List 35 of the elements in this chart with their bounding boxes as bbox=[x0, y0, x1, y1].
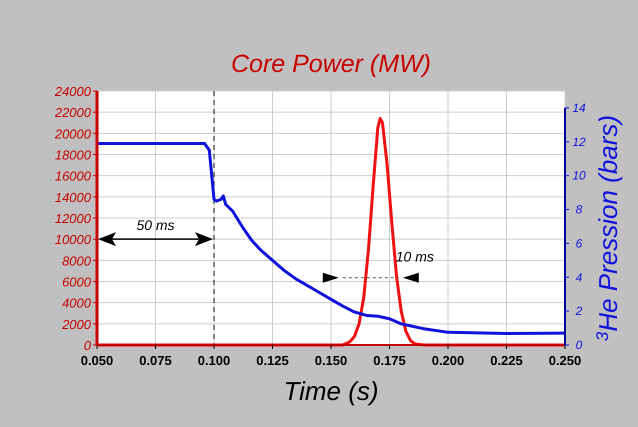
x-tick-label: 0.100 bbox=[198, 353, 230, 368]
annotation: 50 ms bbox=[136, 217, 175, 234]
y-tick-label: 16000 bbox=[54, 168, 92, 184]
x-tick-label: 0.050 bbox=[80, 353, 114, 368]
y-tick-label: 22000 bbox=[54, 105, 92, 120]
x-tick-label: 0.125 bbox=[256, 353, 289, 368]
y2-tick-label: 6 bbox=[576, 236, 583, 250]
y2-tick-label: 10 bbox=[572, 168, 586, 183]
y2-tick-label: 0 bbox=[576, 338, 583, 352]
y2-tick-label: 2 bbox=[574, 304, 583, 318]
y-tick-label: 2000 bbox=[61, 316, 92, 332]
y-tick-label: 24000 bbox=[54, 84, 92, 99]
y-tick-label: 4000 bbox=[62, 296, 92, 311]
x-tick-label: 0.175 bbox=[373, 353, 406, 368]
x-axis-title: Time (s) bbox=[283, 376, 379, 406]
y-tick-label: 18000 bbox=[54, 148, 92, 162]
x-tick-label: 0.075 bbox=[139, 353, 172, 368]
chart-title: Core Power (MW) bbox=[230, 50, 432, 78]
y2-tick-label: 4 bbox=[576, 270, 583, 284]
line-series bbox=[96, 142, 566, 335]
y-tick-label: 0 bbox=[84, 338, 92, 353]
y-tick-label: 20000 bbox=[54, 126, 92, 142]
y-tick-label: 14000 bbox=[54, 190, 92, 205]
y2-tick-label: 12 bbox=[572, 134, 586, 149]
y2-tick-label: 14 bbox=[572, 100, 586, 115]
annotation: 10 ms bbox=[396, 248, 434, 265]
x-tick-label: 0.200 bbox=[432, 353, 464, 368]
y-tick-label: 12000 bbox=[54, 211, 92, 226]
y-tick-label: 10000 bbox=[54, 232, 92, 248]
x-tick-label: 0.225 bbox=[490, 353, 523, 368]
y-tick-label: 8000 bbox=[62, 253, 92, 268]
x-tick-label: 0.150 bbox=[314, 353, 348, 368]
x-tick-label: 0.250 bbox=[548, 353, 582, 368]
y2-tick-label: 8 bbox=[576, 202, 583, 217]
y-tick-label: 6000 bbox=[62, 274, 92, 290]
